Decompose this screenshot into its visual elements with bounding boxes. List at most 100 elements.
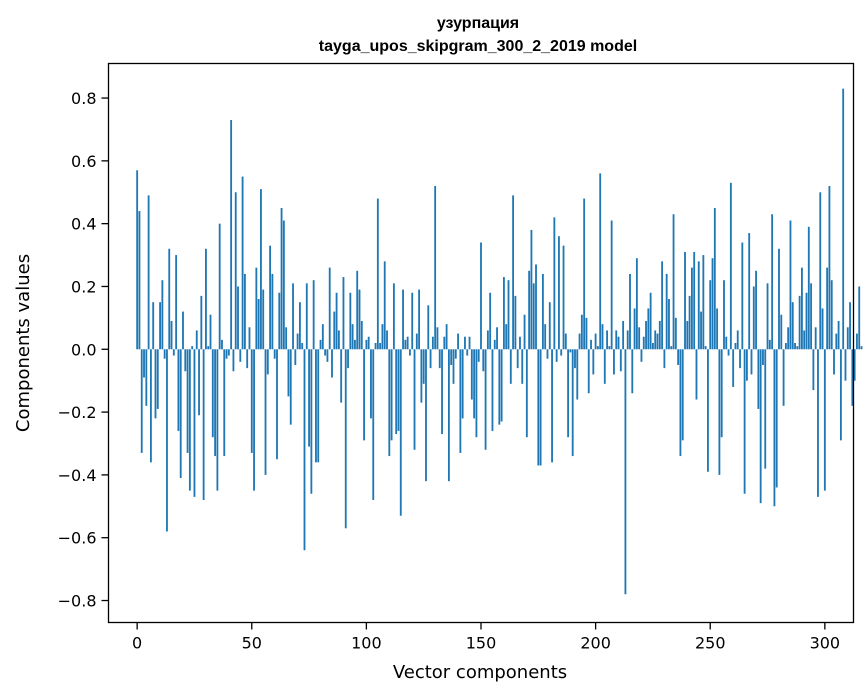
bar: [624, 349, 627, 595]
y-tick-label: 0.6: [71, 152, 96, 171]
bar: [535, 264, 537, 350]
bar: [718, 349, 721, 475]
bar: [468, 336, 471, 350]
bar: [326, 349, 329, 362]
bar: [791, 302, 794, 350]
bar: [209, 314, 212, 350]
bar: [232, 349, 235, 372]
bar: [757, 349, 760, 409]
bar: [248, 327, 251, 350]
bar: [585, 317, 588, 350]
bar: [626, 330, 629, 350]
bar: [546, 349, 549, 359]
bar: [828, 185, 831, 350]
y-axis-label: Components values: [13, 254, 34, 432]
bar: [839, 349, 842, 441]
y-tick-label: 0.4: [71, 215, 96, 234]
bar: [223, 349, 226, 457]
bar: [287, 349, 290, 397]
bar: [787, 327, 790, 350]
bar: [188, 349, 191, 491]
bar: [214, 349, 217, 457]
bar: [450, 349, 453, 365]
bar: [798, 295, 801, 350]
bar: [182, 311, 184, 350]
bar: [374, 343, 377, 350]
bar: [846, 327, 849, 350]
bar: [741, 242, 744, 350]
bar: [619, 349, 622, 372]
bar: [480, 242, 482, 350]
y-tick-label: 0.2: [71, 277, 96, 296]
bar: [422, 349, 425, 384]
bar: [564, 333, 567, 350]
bar: [704, 346, 707, 350]
bar: [475, 349, 478, 438]
bar: [253, 349, 255, 491]
bar: [200, 295, 203, 350]
bar: [562, 245, 565, 350]
bar: [690, 267, 693, 350]
bar: [709, 280, 712, 350]
bar: [583, 198, 586, 350]
bar: [294, 349, 297, 365]
bar: [555, 349, 558, 362]
bar: [454, 349, 457, 359]
bar: [548, 302, 551, 350]
bar: [317, 349, 320, 463]
bar: [271, 273, 274, 350]
bar: [172, 349, 175, 356]
bar: [356, 270, 359, 350]
bar: [438, 349, 441, 369]
bar: [477, 349, 480, 362]
y-tick-label: −0.6: [58, 529, 97, 548]
bar: [576, 349, 579, 400]
bar: [844, 349, 847, 381]
bar: [707, 349, 709, 472]
bar: [679, 349, 682, 457]
bar: [170, 321, 173, 350]
bar: [184, 349, 187, 372]
bar: [635, 258, 638, 350]
bar: [762, 349, 764, 365]
bar: [459, 349, 462, 453]
bar: [298, 302, 301, 350]
bar: [434, 185, 437, 350]
bar: [853, 349, 856, 381]
y-axis-ticks: −0.8 −0.6 −0.4 −0.2 0.0 0.2 0.4 0.6 0.8: [58, 89, 109, 611]
bar: [202, 349, 205, 501]
bar: [289, 349, 292, 425]
x-axis-label: Vector components: [393, 662, 567, 683]
bar: [429, 349, 432, 369]
bar: [608, 346, 611, 350]
bar: [610, 220, 613, 350]
bar: [592, 349, 595, 375]
bar: [631, 349, 634, 394]
bar: [386, 330, 388, 350]
bar: [739, 349, 741, 369]
bar: [443, 336, 446, 350]
bar: [470, 349, 473, 400]
chart-title: узурпация: [437, 15, 519, 32]
bar: [186, 349, 189, 453]
bar: [388, 349, 391, 457]
bar: [656, 333, 659, 350]
bar: [528, 270, 531, 350]
bar: [830, 280, 833, 350]
bar: [764, 349, 767, 469]
bar: [175, 255, 178, 350]
bar: [257, 299, 260, 350]
bar: [445, 324, 448, 350]
bar: [498, 349, 501, 425]
bar: [179, 349, 182, 479]
bar: [642, 336, 645, 350]
bar: [645, 321, 647, 350]
bar: [858, 286, 861, 350]
bar: [856, 333, 858, 350]
bar: [315, 349, 317, 463]
bar: [473, 349, 476, 419]
bar: [732, 349, 735, 387]
bar: [743, 349, 746, 494]
bar: [360, 321, 363, 350]
bar: [237, 286, 239, 350]
